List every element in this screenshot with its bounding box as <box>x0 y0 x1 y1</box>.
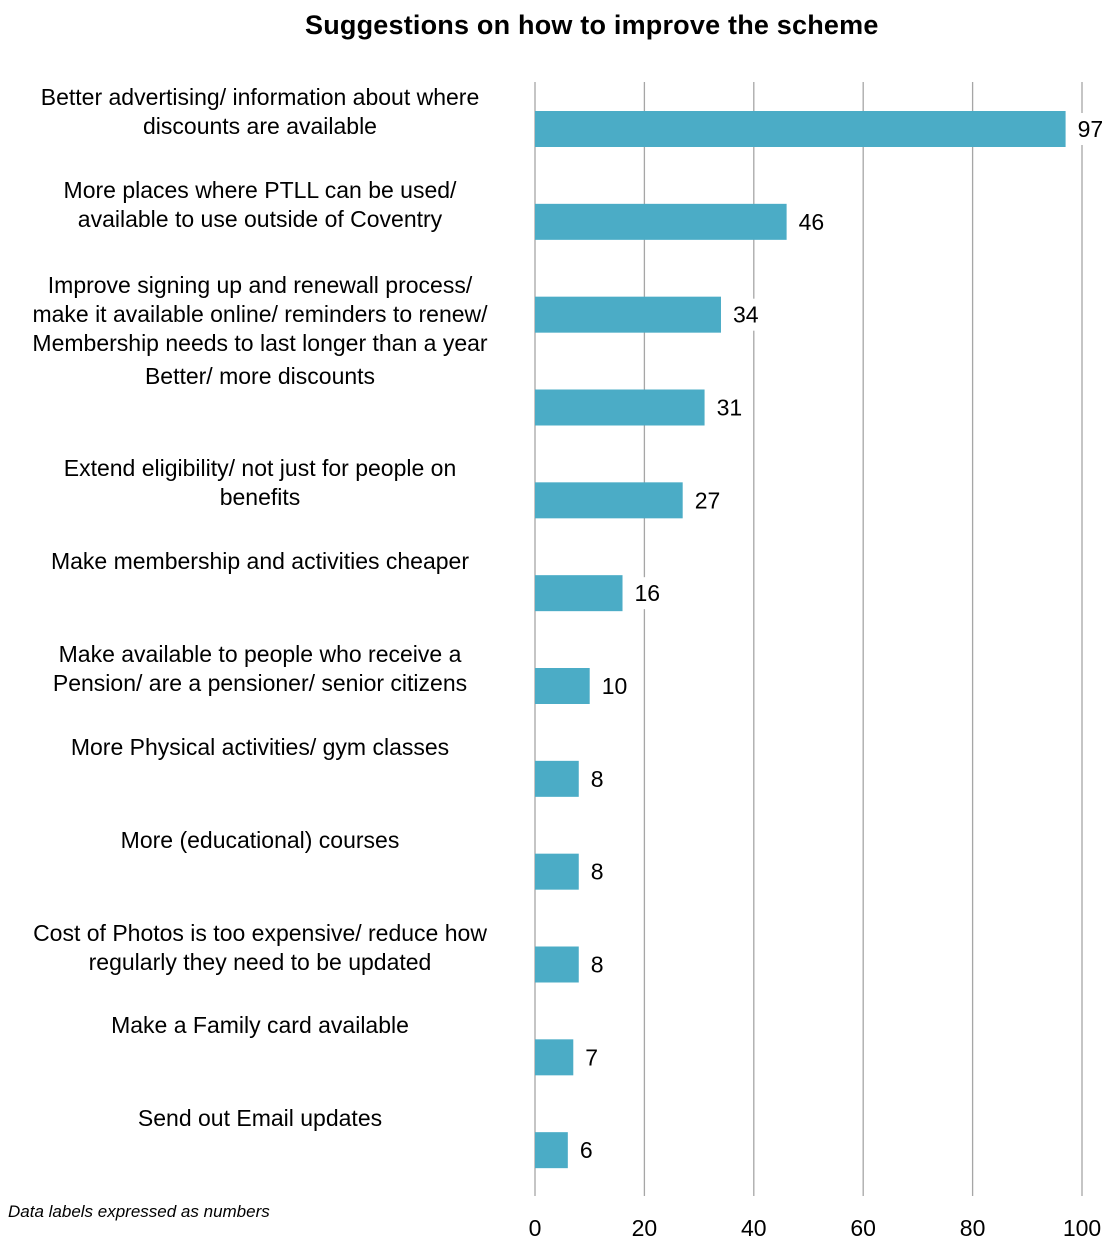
data-label-bg <box>792 205 833 238</box>
category-label: Make available to people who receive a Pe… <box>5 640 515 698</box>
bar <box>535 482 683 519</box>
category-label-line: More (educational) courses <box>120 826 400 853</box>
bar <box>535 1039 574 1076</box>
category-label-line: Make available to people who receive a <box>58 641 462 667</box>
category-label-line: Make a Family card available <box>111 1012 409 1039</box>
data-label-bg <box>710 391 751 424</box>
bar <box>535 389 705 426</box>
category-label-line: Send out Email updates <box>137 1105 383 1132</box>
category-label-line: Make membership and activities cheaper <box>50 548 470 575</box>
category-label: Make a Family card available <box>5 1011 515 1040</box>
category-label-line: Improve signing up and renewall process/ <box>47 272 473 299</box>
data-label: 7 <box>585 1044 598 1070</box>
category-label-line: discounts are available <box>143 113 377 139</box>
x-tick-label: 60 <box>850 1215 876 1239</box>
category-label-line: Better advertising/ information about wh… <box>40 84 480 110</box>
category-label-line: benefits <box>219 484 301 511</box>
bar <box>535 203 787 240</box>
category-label: Improve signing up and renewall process/… <box>5 271 515 358</box>
bar <box>535 111 1066 147</box>
category-label: Cost of Photos is too expensive/ reduce … <box>5 919 515 977</box>
category-label-line: Membership needs to last longer than a y… <box>32 330 488 357</box>
data-label-bg <box>595 670 636 702</box>
category-label-line: More Physical activities/ gym classes <box>70 733 450 760</box>
category-label-line: More places where PTLL can be used/ <box>63 176 457 203</box>
data-label: 31 <box>717 395 743 421</box>
category-label: Send out Email updates <box>5 1104 515 1133</box>
data-label: 10 <box>602 673 628 699</box>
category-label-line: regularly they need to be updated <box>88 948 432 975</box>
data-label: 8 <box>591 766 604 792</box>
data-label-bg <box>726 298 767 331</box>
data-label: 34 <box>733 302 759 328</box>
x-tick-label: 40 <box>741 1215 767 1239</box>
data-label: 27 <box>695 487 721 513</box>
data-label-bg <box>628 577 669 610</box>
data-label: 46 <box>799 209 825 235</box>
bar <box>535 575 623 612</box>
data-label-bg <box>573 1134 600 1167</box>
category-label-line: make it available online/ reminders to r… <box>32 301 488 328</box>
data-label: 16 <box>635 580 661 606</box>
category-label: Extend eligibility/ not just for people … <box>5 454 515 512</box>
category-label-line: Pension/ are a pensioner/ senior citizen… <box>52 670 468 696</box>
x-tick-label: 80 <box>960 1215 986 1239</box>
bar <box>535 946 579 983</box>
bar <box>535 1132 568 1169</box>
bar <box>535 853 579 890</box>
category-label-line: Extend eligibility/ not just for people … <box>63 455 457 482</box>
data-label: 8 <box>591 859 604 885</box>
category-label: Make membership and activities cheaper <box>5 547 515 576</box>
x-tick-label: 0 <box>529 1215 542 1239</box>
category-label: More Physical activities/ gym classes <box>5 733 515 762</box>
data-label-bg <box>579 1041 606 1074</box>
chart-title: Suggestions on how to improve the scheme <box>305 10 879 40</box>
category-label-line: Better/ more discounts <box>144 362 376 389</box>
footnote: Data labels expressed as numbers <box>8 1202 270 1221</box>
data-label: 8 <box>591 952 604 978</box>
data-label-bg <box>584 855 611 888</box>
category-label: Better/ more discounts <box>5 362 515 391</box>
category-label-line: available to use outside of Coventry <box>77 205 443 232</box>
bar <box>535 668 590 704</box>
data-label: 97 <box>1078 116 1104 142</box>
category-label: More places where PTLL can be used/avail… <box>5 176 515 234</box>
data-label-bg <box>688 484 729 517</box>
category-label-line: Cost of Photos is too expensive/ reduce … <box>33 919 487 946</box>
category-label: Better advertising/ information about wh… <box>5 83 515 141</box>
bar <box>535 296 721 333</box>
data-label-bg <box>1071 113 1112 145</box>
data-label-bg <box>584 762 611 795</box>
data-label: 6 <box>580 1137 593 1163</box>
data-label-bg <box>584 948 611 981</box>
category-label: More (educational) courses <box>5 826 515 855</box>
x-tick-label: 20 <box>632 1215 658 1239</box>
x-tick-label: 100 <box>1063 1215 1101 1239</box>
bar <box>535 760 579 797</box>
